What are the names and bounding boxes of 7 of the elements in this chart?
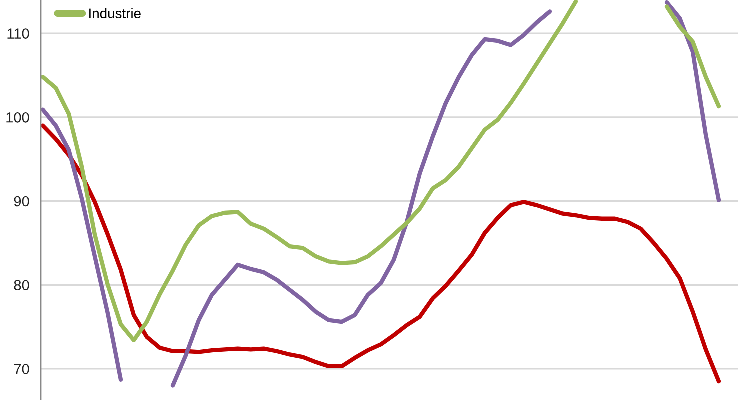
line-series <box>41 124 722 384</box>
y-tick-label: 110 <box>8 28 30 39</box>
y-tick-label: 90 <box>14 196 30 207</box>
y-tick-label: 80 <box>14 280 30 291</box>
legend-label: Industrie <box>90 8 141 19</box>
y-tick-label: 100 <box>6 112 30 123</box>
y-tick-label: 70 <box>14 364 30 374</box>
